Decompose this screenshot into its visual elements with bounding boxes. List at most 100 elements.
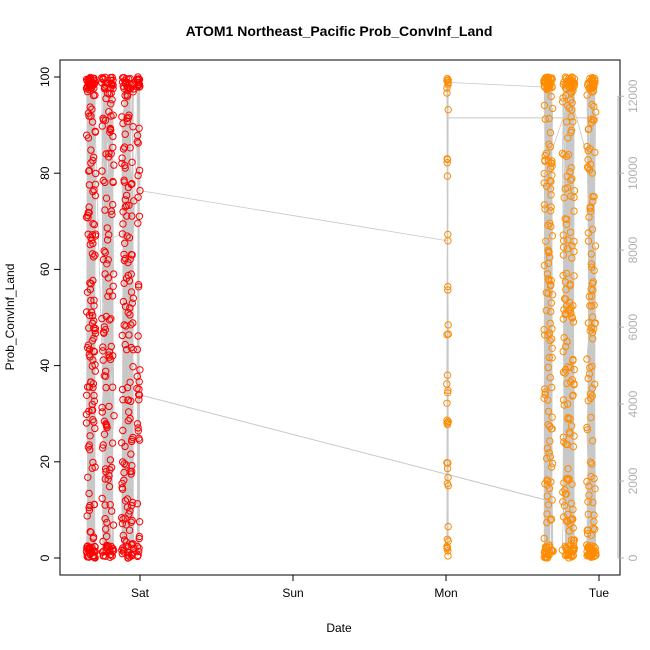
data-point (99, 548, 107, 556)
data-point (569, 391, 577, 399)
x-tick-label: Tue (589, 586, 610, 600)
data-point (102, 194, 111, 202)
data-point (544, 501, 553, 509)
data-point (565, 104, 574, 112)
data-point (85, 506, 94, 514)
data-point (134, 171, 142, 180)
data-point (107, 463, 116, 472)
data-point (547, 276, 555, 285)
data-point (559, 433, 568, 441)
data-point (102, 372, 110, 380)
data-point (105, 482, 114, 491)
data-point (135, 124, 143, 133)
data-point (564, 551, 573, 560)
data-point (543, 510, 551, 518)
data-point (105, 231, 113, 239)
data-point (87, 280, 95, 288)
right-tick-label: 10000 (626, 156, 640, 190)
data-point (586, 302, 594, 310)
data-point (543, 492, 551, 500)
data-point (562, 285, 570, 294)
data-point (563, 184, 572, 192)
data-point (566, 78, 575, 86)
data-point (119, 396, 127, 404)
data-point (560, 479, 568, 487)
data-point (541, 205, 549, 213)
data-point (547, 177, 555, 186)
data-point (90, 80, 98, 88)
data-point (125, 201, 133, 210)
data-point (588, 460, 596, 468)
data-point (118, 519, 127, 528)
data-point (135, 391, 143, 399)
data-point (444, 78, 452, 87)
data-point (548, 496, 556, 504)
data-point (560, 237, 568, 245)
data-point (86, 279, 94, 287)
data-point (107, 112, 115, 120)
data-point (444, 106, 452, 114)
data-point (588, 437, 597, 445)
data-point (122, 461, 130, 469)
data-point (583, 426, 592, 434)
data-point (107, 542, 115, 551)
data-point (570, 272, 578, 280)
data-point (106, 466, 114, 474)
data-point (540, 548, 549, 557)
data-point (562, 517, 571, 525)
data-point (136, 186, 144, 195)
data-point (121, 302, 130, 311)
data-point (568, 313, 576, 321)
right-tick-label: 8000 (626, 236, 640, 263)
data-point (546, 336, 554, 345)
data-point (561, 369, 569, 377)
data-point (443, 172, 452, 180)
data-point (99, 444, 107, 452)
data-point (98, 167, 106, 175)
data-point (589, 498, 597, 507)
data-point (128, 158, 136, 167)
data-point (87, 146, 95, 154)
data-point (564, 413, 572, 422)
data-point (133, 542, 142, 551)
data-point (120, 546, 128, 554)
data-point (544, 289, 552, 298)
data-point (561, 73, 570, 81)
data-point (89, 458, 97, 467)
data-point (89, 312, 97, 320)
plot-frame (59, 59, 621, 576)
data-point (91, 180, 100, 189)
data-point (90, 153, 98, 162)
data-point (83, 344, 92, 352)
data-point (126, 144, 134, 152)
data-point (103, 236, 112, 244)
data-point (547, 191, 555, 199)
data-point (559, 368, 568, 376)
data-point (88, 118, 97, 126)
data-point (102, 420, 110, 428)
data-point (570, 380, 578, 388)
data-point (543, 73, 551, 81)
data-point (101, 178, 109, 187)
data-point (124, 308, 132, 317)
data-point (543, 544, 551, 552)
data-point (569, 505, 577, 514)
data-point (133, 131, 142, 140)
data-point (129, 294, 138, 302)
data-point (135, 212, 144, 221)
data-point (119, 208, 127, 216)
data-point (587, 250, 596, 258)
data-point (106, 355, 115, 364)
data-point (121, 239, 129, 248)
data-point (548, 232, 557, 240)
data-point (124, 554, 133, 562)
data-point (541, 331, 549, 339)
data-point (443, 330, 451, 339)
data-point (548, 459, 557, 468)
data-point (591, 485, 599, 493)
data-point (128, 461, 136, 470)
data-point (564, 151, 573, 159)
data-point (444, 286, 452, 294)
data-point (90, 317, 98, 325)
axes: 0 20 40 60 80 100 Sat Sun Mon Tue 0 2000 4000 6000 800… (38, 67, 640, 600)
